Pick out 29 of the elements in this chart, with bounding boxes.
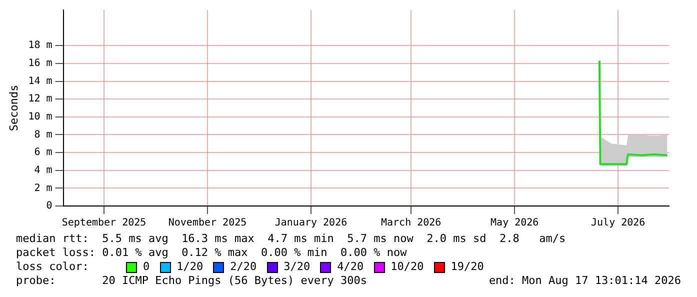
y-tick-label: 8 m [34,129,52,140]
y-tick-label: 0 [46,200,52,212]
text: 10/20 [390,260,424,274]
text: 2/20 [230,260,257,274]
y-axis-title: Seconds [7,84,20,132]
y-tick-label: 10 m [28,112,52,123]
x-tick-label: March 2026 [380,218,442,229]
text: 1/20 [176,260,204,274]
x-tick-label: July 2026 [591,218,646,229]
text: end: Mon Aug 17 13:01:14 2026 [488,274,681,288]
x-tick-label: May 2026 [490,218,539,229]
x-tick-label: January 2026 [274,218,348,229]
y-tick-label: 18 m [28,40,52,52]
text: median rtt: 5.5 ms avg 16.3 ms max 4.7 ms min 5.7 ms now 2.0 ms sd 2.8 am/s [16,232,567,246]
text: 4/20 [337,260,364,274]
y-tick-label: 4 m [34,164,52,176]
y-tick-label: 6 m [34,147,52,158]
text: 0 [143,260,150,274]
text: probe: 20 ICMP Echo Pings (56 Bytes) every 300s [16,274,367,288]
x-tick-label: September 2025 [62,218,146,229]
y-tick-label: 2 m [34,182,52,194]
y-tick-label: 14 m [28,76,52,87]
y-tick-label: 16 m [28,58,52,70]
text: 19/20 [450,260,484,274]
x-tick-label: November 2025 [168,218,247,229]
text: packet loss: 0.01 % avg 0.12 % max 0.00 % min 0.00 % now [16,246,408,260]
y-tick-label: 12 m [28,94,52,105]
text: 3/20 [284,260,310,274]
text: loss color: [16,260,90,274]
